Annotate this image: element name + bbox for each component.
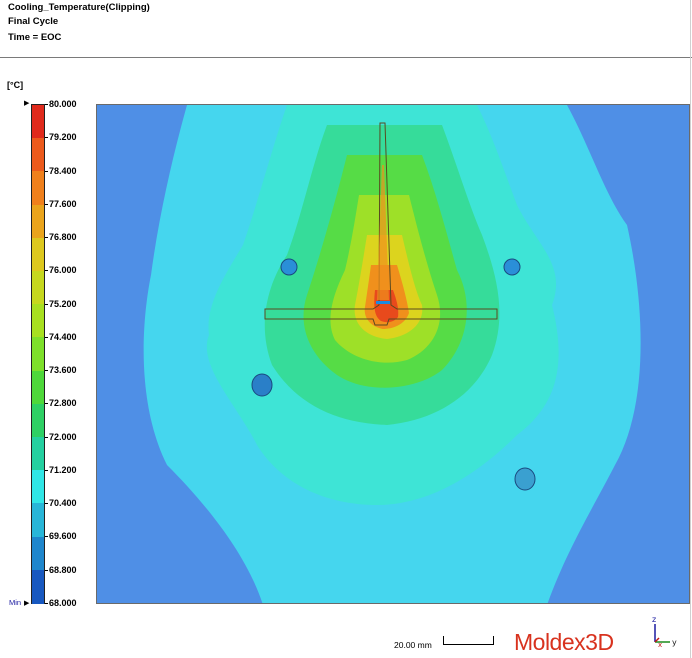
legend-color-segment — [32, 304, 44, 339]
legend-tick-mark — [45, 303, 48, 305]
legend-tick-label: 70.400 — [49, 498, 77, 509]
axis-triad-icon: z y x — [646, 612, 680, 652]
legend-tick-mark — [45, 603, 48, 604]
temperature-plot-viewport[interactable] — [96, 104, 690, 604]
legend-tick-label: 78.400 — [49, 165, 77, 176]
gate-marker — [376, 301, 390, 304]
legend-tick-label: 79.200 — [49, 132, 77, 143]
legend-tick-label: 72.000 — [49, 431, 77, 442]
scale-bar — [443, 636, 494, 645]
scale-label: 20.00 mm — [394, 640, 432, 650]
legend-tick-label: 71.200 — [49, 464, 77, 475]
legend-tick-mark — [45, 403, 48, 405]
legend-color-segment — [32, 171, 44, 206]
legend-tick-mark — [45, 536, 48, 538]
channel-lower-left[interactable] — [251, 373, 273, 397]
temperature-contour — [97, 105, 689, 603]
legend-unit: [°C] — [7, 80, 24, 90]
max-pointer-icon: ▶ — [24, 100, 30, 107]
legend-tick-mark — [45, 170, 48, 172]
legend-tick-mark — [45, 336, 48, 338]
svg-text:y: y — [672, 638, 677, 647]
legend-color-segment — [32, 271, 44, 305]
legend-tick-label: 75.200 — [49, 298, 77, 309]
result-title: Cooling_Temperature(Clipping) — [8, 2, 150, 13]
legend-color-segment — [32, 370, 44, 405]
channel-lower-right[interactable] — [514, 467, 536, 491]
legend-color-segment — [32, 138, 44, 173]
legend-tick-label: 74.400 — [49, 331, 77, 342]
svg-text:x: x — [658, 641, 662, 649]
legend-color-segment — [32, 403, 44, 438]
legend-color-segment — [32, 536, 44, 571]
legend-tick-mark — [45, 270, 48, 272]
svg-text:z: z — [652, 615, 656, 624]
legend-tick-mark — [45, 104, 48, 105]
legend-tick-mark — [45, 569, 48, 571]
legend-tick-label: 72.800 — [49, 398, 77, 409]
legend-color-segment — [32, 105, 44, 139]
legend-tick-label: 69.600 — [49, 531, 77, 542]
color-legend-bar — [31, 104, 45, 604]
legend-color-segment — [32, 470, 44, 505]
channel-upper-left[interactable] — [280, 258, 298, 276]
legend-tick-label: 76.000 — [49, 265, 77, 276]
legend-color-segment — [32, 437, 44, 471]
legend-tick-mark — [45, 137, 48, 139]
cycle-label: Final Cycle — [8, 16, 59, 27]
legend-tick-label: 76.800 — [49, 232, 77, 243]
legend-tick-mark — [45, 436, 48, 438]
legend-color-segment — [32, 337, 44, 372]
channel-upper-right[interactable] — [503, 258, 521, 276]
brand-logo: Moldex3D — [514, 629, 614, 655]
header-divider — [0, 57, 692, 58]
legend-tick-label: 73.600 — [49, 365, 77, 376]
min-pointer-icon: ▶ — [24, 600, 30, 607]
legend-tick-mark — [45, 370, 48, 372]
legend-tick-label: 68.800 — [49, 564, 77, 575]
legend-tick-label: 80.000 — [49, 99, 77, 109]
time-label: Time = EOC — [8, 32, 62, 43]
legend-tick-mark — [45, 237, 48, 239]
legend-color-segment — [32, 237, 44, 272]
right-border — [690, 0, 691, 658]
legend-tick-mark — [45, 469, 48, 471]
legend-tick-label: 77.600 — [49, 198, 77, 209]
legend-tick-label: 68.000 — [49, 598, 77, 608]
legend-tick-mark — [45, 203, 48, 205]
legend-color-segment — [32, 204, 44, 239]
legend-color-segment — [32, 503, 44, 538]
legend-color-segment — [32, 569, 44, 604]
min-label: Min — [9, 598, 22, 607]
legend-tick-mark — [45, 503, 48, 505]
